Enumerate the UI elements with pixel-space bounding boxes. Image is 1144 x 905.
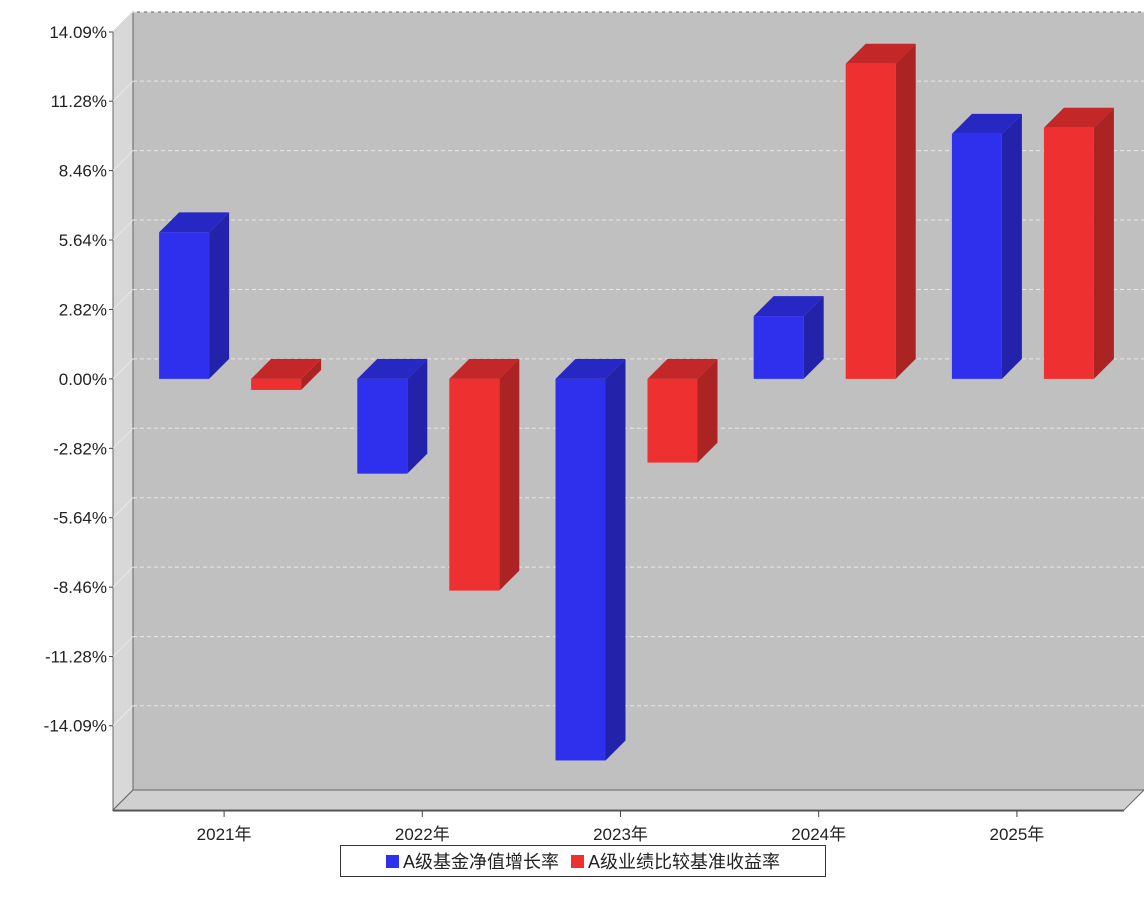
y-tick-label: 0.00% (59, 370, 107, 389)
grid-line-side (112, 636, 134, 657)
legend-label-fund-growth: A级基金净值增长率 (402, 852, 559, 872)
bar-top (753, 296, 824, 317)
plot-floor (111, 789, 1144, 811)
bar-benchmark (251, 358, 322, 390)
bar-fund-growth (753, 296, 824, 379)
bar-top (1043, 107, 1114, 128)
legend-item-benchmark: A级业绩比较基准收益率 (571, 848, 780, 874)
grid-line-side (112, 566, 134, 588)
bar-front (951, 133, 1002, 379)
bar-fund-growth (159, 212, 230, 379)
grid-line-side (112, 11, 134, 33)
bar-front (845, 63, 896, 379)
bar-side (209, 212, 230, 379)
y-tick-label: 14.09% (49, 23, 107, 42)
grid-line-side (112, 427, 134, 449)
x-axis-ticks: 2021年 2022年 2023年 2024年 2025年 (197, 811, 1044, 844)
bar-fund-growth (951, 113, 1022, 379)
grid-line-side (112, 497, 134, 519)
bar-benchmark (1043, 107, 1114, 379)
bar-top (555, 358, 626, 379)
x-tick-label: 2021年 (197, 825, 252, 844)
legend-swatch-blue (385, 854, 399, 868)
bar-top (951, 113, 1022, 134)
bar-top (449, 358, 520, 379)
grid-line-side (112, 219, 134, 241)
grid-line-side (112, 80, 134, 102)
bar-front (647, 378, 698, 463)
bar-top (357, 358, 428, 379)
bar-side (407, 358, 428, 474)
legend-item-fund-growth: A级基金净值增长率 (385, 848, 559, 874)
grid-line-side (112, 289, 134, 310)
bar-side (499, 358, 520, 591)
y-tick-label: 2.82% (59, 300, 107, 319)
bar-side (803, 296, 824, 379)
bar-fund-growth (555, 358, 626, 761)
grid-line-side (112, 150, 134, 171)
bar-top (845, 43, 916, 64)
bar-front (449, 378, 500, 591)
bar-benchmark (845, 43, 916, 379)
bar-front (555, 378, 606, 761)
bar-top (647, 358, 718, 379)
bar-side (1001, 113, 1022, 379)
y-tick-label: 11.28% (51, 92, 107, 111)
legend: A级基金净值增长率 A级业绩比较基准收益率 (340, 845, 826, 877)
y-tick-label: -5.64% (53, 509, 107, 528)
x-tick-label: 2023年 (593, 825, 648, 844)
y-tick-label: -14.09% (44, 717, 107, 736)
bar-side (301, 358, 322, 390)
bar-side (605, 358, 626, 761)
bar-side (895, 43, 916, 379)
y-tick-label: 5.64% (59, 231, 107, 250)
y-tick-label: -8.46% (53, 578, 107, 597)
y-axis-ticks: 14.09% 11.28% 8.46% 5.64% 2.82% 0.00% -2.82% -5… (44, 23, 113, 736)
bar-side (1093, 107, 1114, 379)
bar-front (753, 316, 804, 379)
grid-lines (112, 11, 1144, 727)
bar-front (357, 378, 408, 474)
grid-line-side (112, 705, 134, 727)
x-tick-label: 2025年 (989, 825, 1044, 844)
x-tick-label: 2024年 (791, 825, 846, 844)
bar-benchmark (647, 358, 718, 463)
bar-front (1043, 127, 1094, 379)
grid-line-side (112, 358, 134, 380)
bar-front (159, 232, 210, 379)
bar-top (251, 358, 322, 379)
y-tick-label: -2.82% (53, 439, 107, 458)
legend-label-benchmark: A级业绩比较基准收益率 (588, 852, 781, 872)
y-tick-label: 8.46% (59, 162, 107, 181)
bar-benchmark (449, 358, 520, 591)
y-tick-label: -11.28% (45, 648, 107, 667)
legend-swatch-red (571, 854, 584, 868)
plot-left-wall (112, 10, 134, 812)
x-tick-label: 2022年 (395, 825, 450, 844)
bars (159, 43, 1114, 761)
bar-top (159, 212, 230, 233)
bar-fund-growth (357, 358, 428, 474)
bar-front (251, 378, 302, 390)
bar-side (697, 358, 718, 463)
